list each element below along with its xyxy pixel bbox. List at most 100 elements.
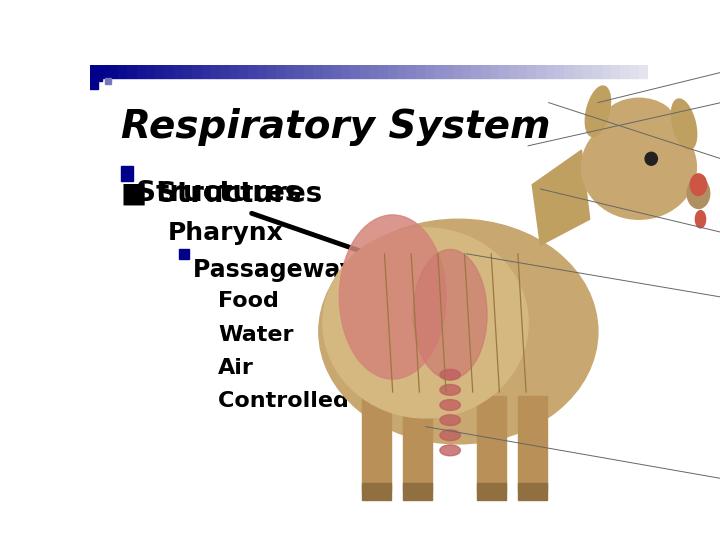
Bar: [477, 396, 505, 491]
Bar: [304, 65, 313, 78]
Bar: [499, 65, 508, 78]
Bar: [481, 65, 490, 78]
Bar: [90, 70, 102, 80]
Bar: [518, 65, 527, 78]
Ellipse shape: [687, 178, 710, 208]
Ellipse shape: [440, 415, 460, 426]
Bar: [207, 317, 215, 326]
Bar: [639, 65, 648, 78]
Ellipse shape: [672, 99, 697, 150]
Bar: [362, 483, 391, 500]
Polygon shape: [532, 150, 590, 245]
Bar: [154, 210, 164, 222]
Bar: [332, 65, 341, 78]
Bar: [415, 65, 425, 78]
Bar: [574, 65, 583, 78]
Bar: [266, 65, 276, 78]
Bar: [403, 483, 432, 500]
Ellipse shape: [413, 249, 487, 379]
Circle shape: [645, 152, 657, 165]
Text: Water: Water: [218, 325, 294, 345]
Text: Food: Food: [218, 292, 279, 312]
Text: Passageway for: Passageway for: [193, 258, 401, 282]
Bar: [258, 65, 266, 78]
Bar: [192, 65, 202, 78]
Ellipse shape: [440, 445, 460, 456]
Bar: [593, 65, 601, 78]
Text: Pharynx: Pharynx: [168, 221, 283, 245]
Bar: [536, 65, 546, 78]
Bar: [90, 82, 99, 89]
Ellipse shape: [440, 384, 460, 395]
Bar: [403, 396, 432, 491]
Ellipse shape: [319, 219, 598, 444]
Bar: [99, 65, 109, 78]
Bar: [179, 248, 189, 259]
Bar: [239, 65, 248, 78]
Bar: [555, 65, 564, 78]
Bar: [406, 65, 415, 78]
Bar: [611, 65, 620, 78]
Bar: [518, 483, 546, 500]
Bar: [285, 65, 294, 78]
Bar: [90, 65, 99, 78]
Bar: [453, 65, 462, 78]
Bar: [462, 65, 472, 78]
Text: Respiratory System: Respiratory System: [121, 109, 550, 146]
Ellipse shape: [440, 400, 460, 410]
Bar: [109, 65, 118, 78]
Bar: [313, 65, 323, 78]
Ellipse shape: [440, 369, 460, 380]
Bar: [601, 65, 611, 78]
Bar: [518, 396, 546, 491]
Ellipse shape: [690, 174, 706, 195]
Bar: [104, 78, 111, 84]
Bar: [360, 65, 369, 78]
Bar: [444, 65, 453, 78]
Bar: [207, 284, 215, 293]
Bar: [341, 65, 351, 78]
Bar: [183, 65, 192, 78]
Bar: [121, 166, 133, 181]
Ellipse shape: [323, 228, 528, 418]
Bar: [207, 350, 215, 359]
Bar: [583, 65, 593, 78]
Bar: [248, 65, 258, 78]
Bar: [276, 65, 285, 78]
Bar: [230, 65, 239, 78]
Ellipse shape: [440, 430, 460, 441]
Bar: [220, 65, 230, 78]
Bar: [564, 65, 574, 78]
Bar: [397, 65, 406, 78]
Ellipse shape: [339, 215, 446, 379]
Bar: [118, 65, 127, 78]
Bar: [164, 65, 174, 78]
Bar: [378, 65, 387, 78]
Bar: [546, 65, 555, 78]
Bar: [629, 65, 639, 78]
Bar: [294, 65, 304, 78]
Bar: [472, 65, 481, 78]
Bar: [620, 65, 629, 78]
Text: Controlled by epiglottis: Controlled by epiglottis: [218, 391, 515, 411]
Bar: [369, 65, 378, 78]
Bar: [477, 483, 505, 500]
Ellipse shape: [602, 98, 676, 150]
Bar: [174, 65, 183, 78]
Bar: [127, 65, 137, 78]
Bar: [351, 65, 360, 78]
Bar: [211, 65, 220, 78]
Bar: [137, 65, 145, 78]
Bar: [207, 383, 215, 393]
Bar: [490, 65, 499, 78]
Bar: [508, 65, 518, 78]
Bar: [202, 65, 211, 78]
Ellipse shape: [585, 86, 611, 137]
Bar: [434, 65, 444, 78]
Bar: [387, 65, 397, 78]
Text: ■ Structures: ■ Structures: [121, 179, 322, 207]
Bar: [527, 65, 536, 78]
Text: Structures: Structures: [136, 179, 302, 207]
Text: Air: Air: [218, 358, 254, 378]
Bar: [323, 65, 332, 78]
